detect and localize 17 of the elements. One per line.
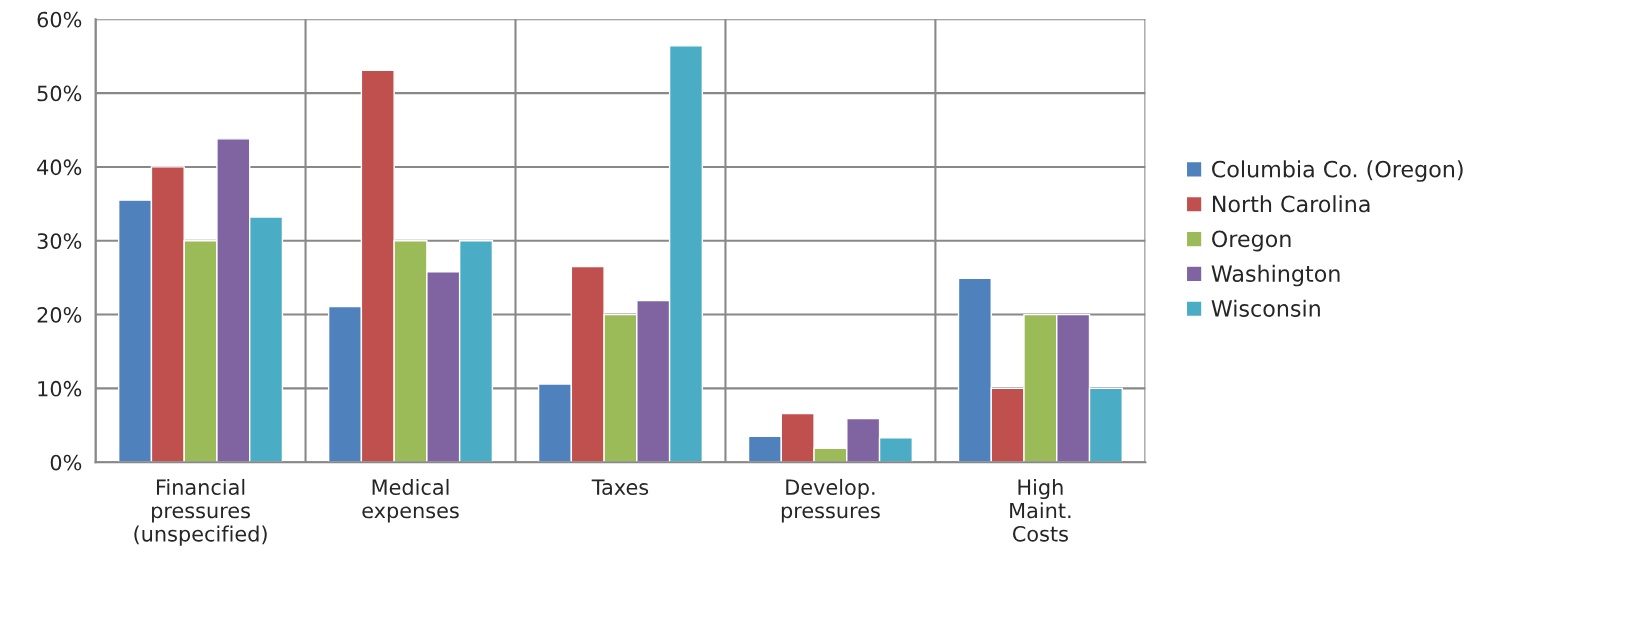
legend-label: Washington [1211, 264, 1340, 287]
y-tick-label: 60% [37, 11, 82, 28]
legend-label: Wisconsin [1211, 299, 1320, 317]
x-tick-label: Medical expenses [362, 478, 459, 523]
y-tick-label: 30% [37, 233, 82, 249]
legend-label: Columbia Co. (Oregon) [1212, 160, 1463, 182]
y-tick-label: 20% [37, 307, 82, 323]
y-tick-label: 0% [50, 454, 82, 471]
x-tick-label: Develop. pressures [781, 478, 880, 523]
x-tick-label: High Maint. Costs [1010, 478, 1071, 542]
y-tick-label: 40% [37, 159, 82, 176]
y-tick-label: 10% [38, 380, 82, 397]
y-tick-label: 50% [37, 85, 82, 102]
x-tick-label: Financial pressures (unspecified) [134, 478, 267, 546]
legend-label: Oregon [1212, 230, 1291, 252]
x-tick-label: Taxes [591, 479, 649, 496]
legend-label: North Carolina [1212, 195, 1370, 213]
